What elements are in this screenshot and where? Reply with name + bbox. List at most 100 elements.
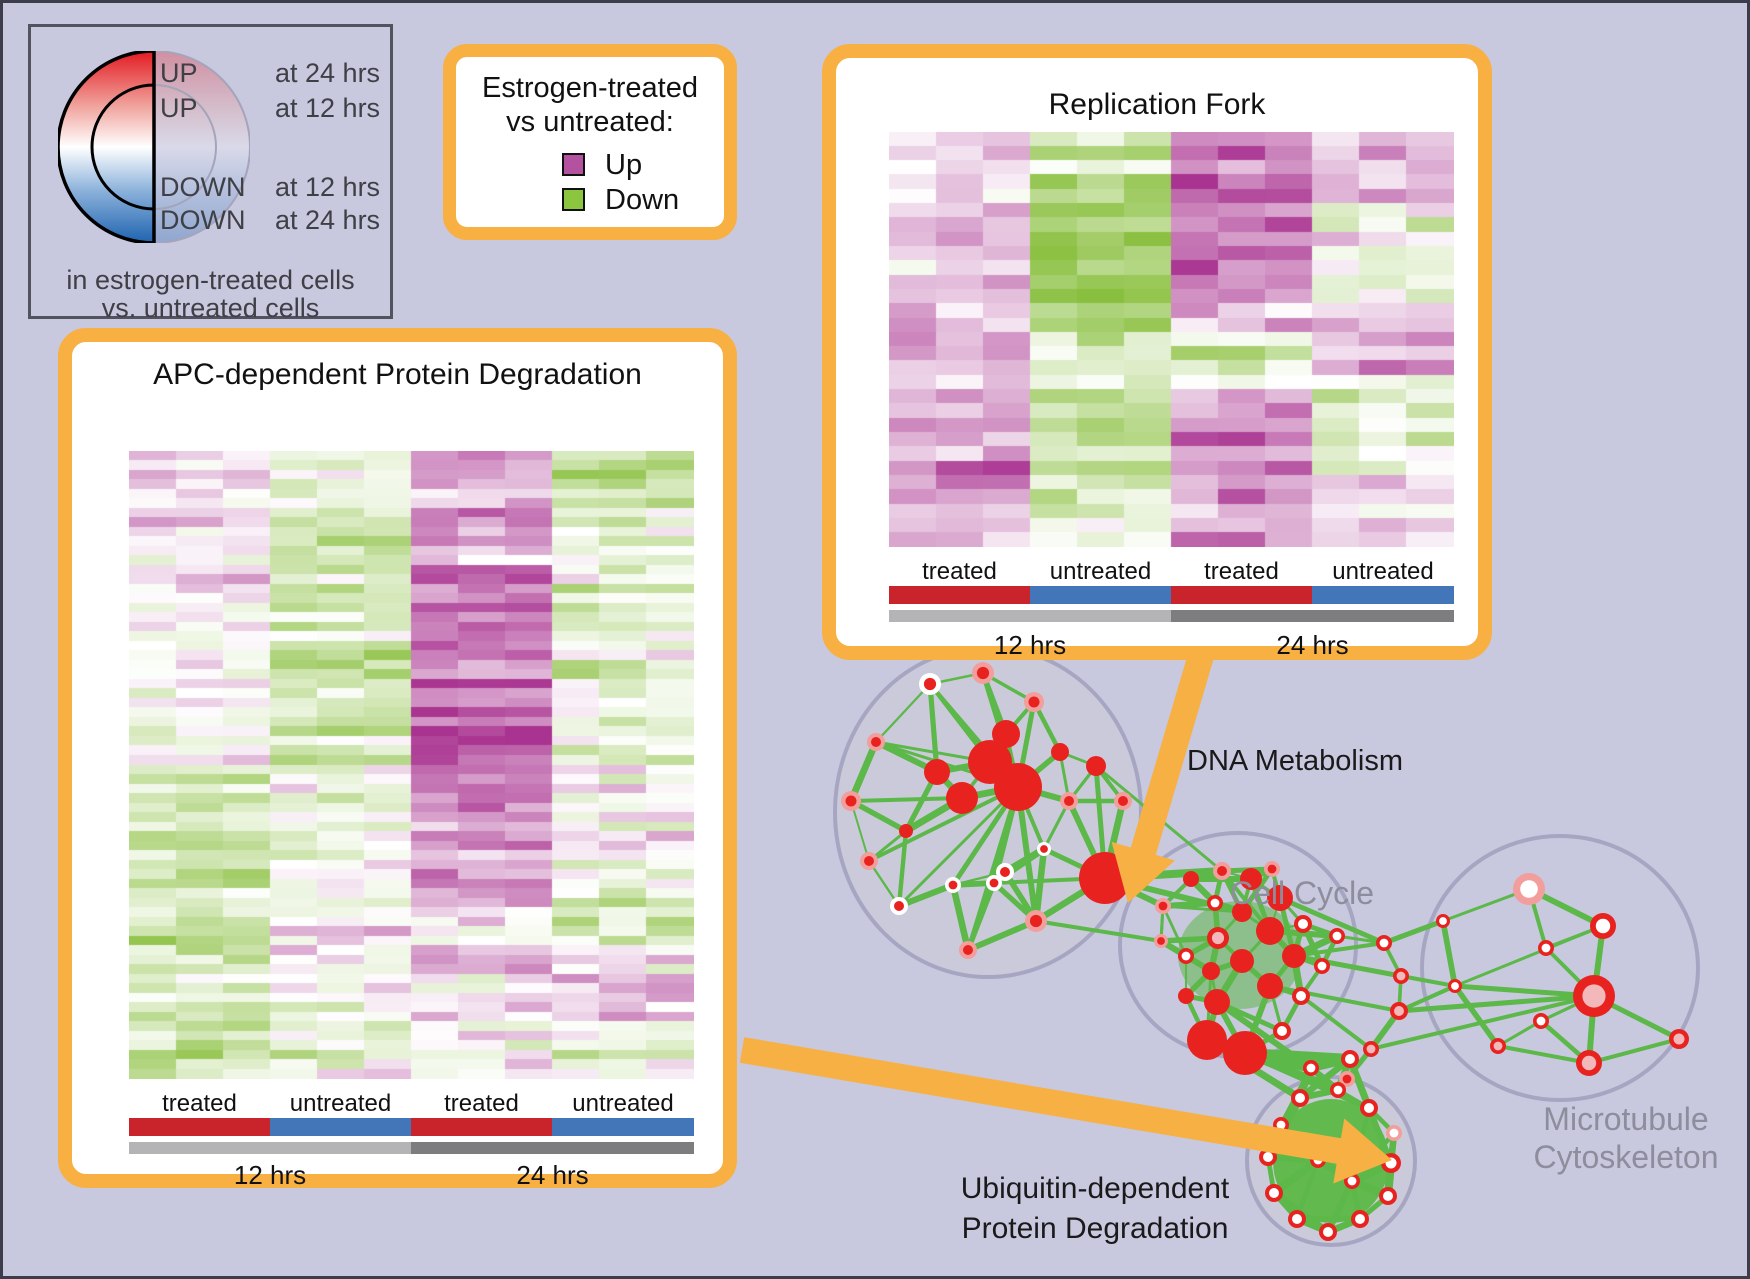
network-node-core — [1364, 1103, 1374, 1113]
cluster-label-0: DNA Metabolism — [1187, 745, 1403, 777]
apc-bar-treated-12 — [129, 1118, 270, 1136]
network-edge — [1497, 1019, 1542, 1048]
apc-cond-untreated-12: untreated — [289, 1090, 392, 1117]
network-node — [1204, 989, 1230, 1015]
network-node-core — [1277, 1026, 1287, 1036]
network-node — [1051, 743, 1069, 761]
network-node-core — [864, 856, 874, 866]
network-edge — [1398, 984, 1456, 1013]
network-node-core — [1000, 867, 1010, 877]
legend-up-24-time: at 24 hrs — [275, 58, 381, 88]
apc-time-24hrs: 24 hrs — [516, 1160, 589, 1190]
network-node — [1086, 756, 1106, 776]
network-edge — [1161, 905, 1188, 957]
network-node-core — [1595, 918, 1611, 934]
bridge-edge — [1215, 999, 1313, 1071]
apc-bar-treated-24 — [411, 1118, 552, 1136]
network-edge — [1325, 1179, 1355, 1234]
network-edge — [1370, 994, 1595, 1051]
network-node — [1187, 1020, 1227, 1060]
network-node-core — [1267, 864, 1277, 874]
apc-heatmap — [129, 451, 694, 1079]
network-edge — [868, 785, 1019, 863]
network-node — [1232, 902, 1252, 922]
network-edge — [966, 786, 1020, 951]
network-node-core — [1064, 796, 1074, 806]
network-node-core — [1541, 943, 1551, 953]
network-node-core — [1493, 1041, 1503, 1051]
network-node-core — [1366, 1044, 1376, 1054]
up-label: Up — [605, 149, 643, 181]
network-node — [946, 782, 978, 814]
legend-down-12-dir: DOWN — [160, 172, 246, 202]
legend-down-12-time: at 12 hrs — [275, 172, 381, 202]
apc-bar-untreated-24 — [552, 1118, 694, 1136]
repfork-cond-treated-12: treated — [922, 558, 997, 585]
network-node — [1202, 962, 1220, 980]
network-edge — [897, 785, 1020, 908]
network-edge — [1398, 993, 1595, 1014]
legend-item-up: Up — [456, 149, 724, 181]
network-node-core — [1342, 1074, 1352, 1084]
repfork-panel-title: Replication Fork — [1048, 88, 1266, 121]
network-edge — [1454, 983, 1595, 999]
cluster-label-5: Protein Degradation — [962, 1212, 1229, 1245]
direction-legend-box: UP at 24 hrs UP at 12 hrs DOWN at 12 hrs… — [28, 24, 393, 323]
network-node-core — [1040, 845, 1048, 853]
network-edge — [1497, 1044, 1590, 1065]
network-edge — [1383, 919, 1444, 945]
bridge-edge — [1293, 953, 1402, 979]
network-edge — [1271, 1156, 1321, 1197]
network-edge — [868, 860, 900, 907]
network-node-core — [1158, 901, 1168, 911]
network-node-core — [1157, 937, 1165, 945]
apc-panel: APC-dependent Protein Degradation treate… — [58, 328, 737, 1190]
apc-time-12hrs: 12 hrs — [233, 1160, 307, 1190]
network-node — [924, 759, 950, 785]
network-node-core — [1520, 880, 1538, 898]
network-edge — [927, 683, 940, 773]
network-node — [994, 763, 1042, 811]
repfork-time-24hrs: 24 hrs — [1276, 630, 1349, 660]
up-color-swatch — [562, 153, 585, 176]
network-node-core — [871, 737, 881, 747]
network-node — [1230, 949, 1254, 973]
network-edge — [966, 918, 1038, 953]
repfork-heatmap — [889, 132, 1454, 547]
network-node-core — [1673, 1033, 1685, 1045]
network-edge — [1588, 1037, 1680, 1065]
network-node-core — [948, 880, 958, 890]
apc-cond-treated-12: treated — [162, 1090, 237, 1117]
network-edge — [1454, 924, 1604, 988]
legend-item-down: Down — [456, 184, 724, 216]
network-node-core — [989, 878, 999, 888]
network-node-core — [1306, 1063, 1316, 1073]
network-node — [992, 720, 1020, 748]
apc-panel-title: APC-dependent Protein Degradation — [153, 358, 642, 391]
repfork-bar-treated-24 — [1171, 586, 1312, 604]
direction-legend-circles — [58, 51, 250, 243]
network-node-core — [1317, 961, 1327, 971]
link-arrows — [739, 594, 1392, 1184]
network-node-core — [1396, 971, 1406, 981]
network-node-core — [1582, 984, 1606, 1008]
network-node-core — [1383, 1191, 1393, 1201]
updown-legend-title-line1: Estrogen-treated — [481, 72, 698, 104]
panel-link-arrow-1 — [739, 1037, 1392, 1184]
panel-link-arrow-0 — [1111, 594, 1231, 903]
network-node-core — [1210, 898, 1220, 908]
network-edge — [1440, 920, 1458, 987]
network-node-core — [923, 677, 937, 691]
network-node-core — [1345, 1054, 1355, 1064]
repfork-timebar-12 — [889, 610, 1171, 622]
down-label: Down — [605, 184, 680, 216]
legend-up-12-dir: UP — [160, 93, 198, 123]
repfork-bar-treated-12 — [889, 586, 1030, 604]
network-node-core — [1323, 1227, 1333, 1237]
network-edge — [847, 740, 880, 803]
network-node — [1257, 973, 1283, 999]
network-node — [1256, 917, 1284, 945]
bridge-edge — [1035, 919, 1162, 943]
network-node-core — [1379, 938, 1389, 948]
